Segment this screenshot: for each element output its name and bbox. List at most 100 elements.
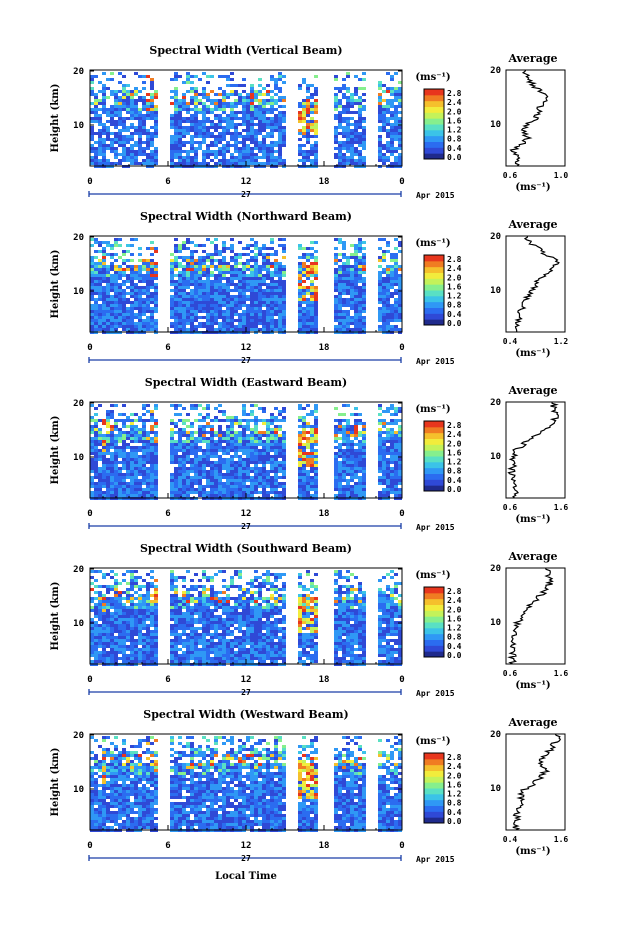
- heatmap-cell: [94, 449, 98, 452]
- heatmap-cell: [190, 325, 194, 328]
- heatmap-cell: [178, 108, 182, 111]
- heatmap-cell: [350, 413, 354, 416]
- heatmap-cell: [258, 431, 262, 434]
- heatmap-cell: [130, 90, 134, 93]
- colorbar-tick: 0.4: [447, 310, 462, 319]
- heatmap-cell: [134, 117, 138, 120]
- heatmap-cell: [98, 280, 102, 283]
- heatmap-cell: [250, 259, 254, 262]
- heatmap-cell: [186, 259, 190, 262]
- heatmap-cell: [378, 470, 382, 473]
- heatmap-cell: [142, 437, 146, 440]
- heatmap-cell: [282, 452, 286, 455]
- heatmap-cell: [250, 491, 254, 494]
- heatmap-cell: [182, 144, 186, 147]
- heatmap-cell: [258, 280, 262, 283]
- heatmap-cell: [214, 452, 218, 455]
- heatmap-cell: [234, 319, 238, 322]
- heatmap-cell: [266, 316, 270, 319]
- heatmap-cell: [266, 292, 270, 295]
- heatmap-cell: [98, 292, 102, 295]
- heatmap-cell: [378, 482, 382, 485]
- heatmap-cell: [138, 494, 142, 497]
- heatmap-cell: [94, 120, 98, 123]
- heatmap-cell: [254, 452, 258, 455]
- heatmap-cell: [194, 105, 198, 108]
- heatmap-cell: [354, 310, 358, 313]
- heatmap-cell: [210, 111, 214, 114]
- heatmap-cell: [222, 464, 226, 467]
- heatmap-cell: [194, 87, 198, 90]
- heatmap-cell: [114, 150, 118, 153]
- heatmap-cell: [186, 437, 190, 440]
- heatmap-cell: [118, 461, 122, 464]
- heatmap-cell: [362, 78, 366, 81]
- heatmap-cell: [94, 413, 98, 416]
- heatmap-cell: [238, 159, 242, 162]
- heatmap-cell: [342, 159, 346, 162]
- heatmap-cells: [90, 238, 402, 334]
- heatmap-cell: [106, 274, 110, 277]
- heatmap-cell: [314, 455, 318, 458]
- heatmap-cell: [194, 262, 198, 265]
- heatmap-cell: [138, 325, 142, 328]
- heatmap-cell: [390, 150, 394, 153]
- heatmap-cell: [302, 159, 306, 162]
- heatmap-cell: [206, 280, 210, 283]
- heatmap-cell: [262, 419, 266, 422]
- heatmap-cell: [122, 313, 126, 316]
- heatmap-cell: [342, 277, 346, 280]
- heatmap-cell: [310, 470, 314, 473]
- heatmap-cell: [230, 120, 234, 123]
- heatmap-cell: [282, 310, 286, 313]
- heatmap-cell: [138, 90, 142, 93]
- heatmap-cell: [114, 153, 118, 156]
- heatmap-cell: [270, 476, 274, 479]
- heatmap-cell: [258, 301, 262, 304]
- heatmap-cell: [242, 280, 246, 283]
- heatmap-cell: [382, 410, 386, 413]
- heatmap-cell: [350, 434, 354, 437]
- heatmap-cell: [190, 446, 194, 449]
- heatmap-cell: [382, 84, 386, 87]
- heatmap-cell: [350, 268, 354, 271]
- heatmap-cell: [150, 78, 154, 81]
- heatmap-cell: [198, 488, 202, 491]
- heatmap-cell: [150, 259, 154, 262]
- heatmap-cell: [174, 90, 178, 93]
- heatmap-cell: [218, 328, 222, 331]
- heatmap-cell: [178, 419, 182, 422]
- heatmap-cell: [334, 434, 338, 437]
- heatmap-cell: [362, 144, 366, 147]
- heatmap-cell: [342, 117, 346, 120]
- heatmap-cell: [230, 78, 234, 81]
- heatmap-cell: [134, 93, 138, 96]
- heatmap-cell: [242, 425, 246, 428]
- heatmap-cell: [210, 274, 214, 277]
- heatmap-cell: [222, 268, 226, 271]
- heatmap-cell: [230, 108, 234, 111]
- heatmap-cell: [134, 316, 138, 319]
- heatmap-cell: [134, 141, 138, 144]
- heatmap-cell: [202, 108, 206, 111]
- heatmap-cell: [254, 280, 258, 283]
- heatmap-cell: [150, 81, 154, 84]
- heatmap-cell: [262, 93, 266, 96]
- heatmap-cell: [378, 99, 382, 102]
- heatmap-cell: [334, 298, 338, 301]
- heatmap-cell: [238, 322, 242, 325]
- heatmap-cell: [258, 102, 262, 105]
- heatmap-cell: [354, 304, 358, 307]
- heatmap-cell: [254, 482, 258, 485]
- heatmap-cell: [282, 105, 286, 108]
- heatmap-cell: [298, 262, 302, 265]
- heatmap-cell: [126, 141, 130, 144]
- heatmap-cell: [154, 159, 158, 162]
- heatmap-cell: [246, 428, 250, 431]
- heatmap-cell: [258, 449, 262, 452]
- heatmap-cell: [110, 256, 114, 259]
- heatmap-cell: [262, 126, 266, 129]
- heatmap-cell: [174, 114, 178, 117]
- heatmap-cell: [122, 141, 126, 144]
- heatmap-cell: [362, 428, 366, 431]
